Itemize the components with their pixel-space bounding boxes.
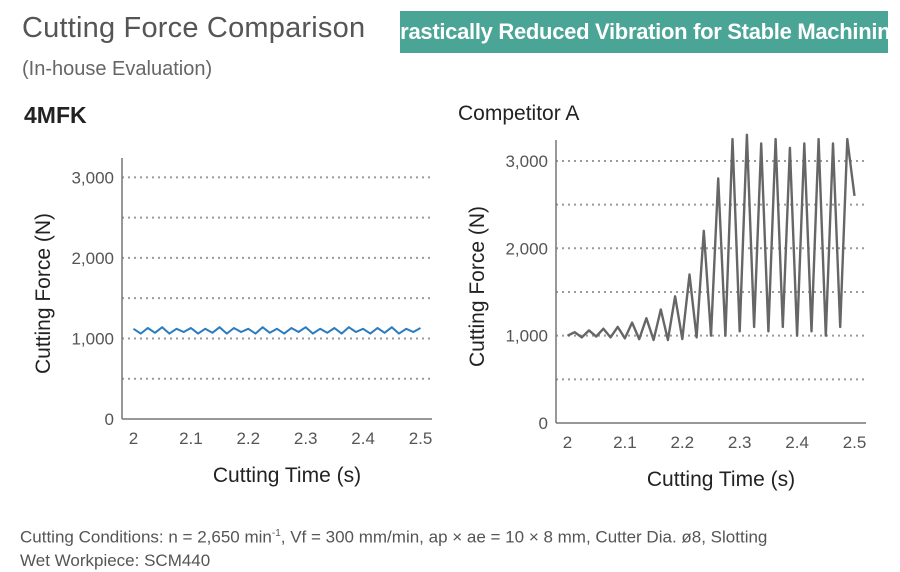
- cutting-conditions: Cutting Conditions: n = 2,650 min-1, Vf …: [20, 522, 767, 572]
- conditions-rest: , Vf = 300 mm/min, ap × ae = 10 × 8 mm, …: [280, 527, 768, 547]
- x-tick-label: 2: [563, 433, 572, 452]
- x-axis-title: Cutting Time (s): [213, 464, 361, 487]
- x-tick-label: 2.3: [294, 429, 318, 448]
- y-axis-title: Cutting Force (N): [466, 206, 489, 367]
- y-tick-label: 2,000: [505, 239, 548, 258]
- series-line-competitor-a: [566, 133, 856, 342]
- headline-banner: Drastically Reduced Vibration for Stable…: [385, 11, 900, 53]
- series-line-4mfk: [132, 326, 421, 335]
- y-axis-title: Cutting Force (N): [32, 213, 55, 374]
- cutting-conditions-line-2: Wet Workpiece: SCM440: [20, 550, 211, 570]
- y-tick-label: 2,000: [71, 249, 114, 268]
- x-tick-label: 2.4: [351, 429, 375, 448]
- x-axis-title: Cutting Time (s): [647, 468, 795, 491]
- conditions-speed: Cutting Conditions: n = 2,650 min: [20, 527, 272, 547]
- chart-title-competitor-a: Competitor A: [458, 102, 580, 125]
- conditions-speed-unit-exponent: -1: [271, 528, 281, 539]
- page-subtitle: (In-house Evaluation): [22, 58, 213, 80]
- y-tick-label: 1,000: [71, 329, 114, 348]
- x-tick-label: 2.5: [843, 433, 867, 452]
- x-tick-label: 2: [129, 429, 138, 448]
- x-tick-label: 2.5: [409, 429, 433, 448]
- x-tick-label: 2.1: [179, 429, 203, 448]
- y-tick-label: 1,000: [505, 327, 548, 346]
- x-tick-label: 2.1: [613, 433, 637, 452]
- page-title: Cutting Force Comparison: [22, 12, 366, 44]
- cutting-conditions-line-1: Cutting Conditions: n = 2,650 min-1, Vf …: [20, 522, 767, 549]
- y-tick-label: 0: [105, 410, 114, 429]
- x-tick-label: 2.3: [728, 433, 752, 452]
- x-tick-label: 2.2: [236, 429, 260, 448]
- y-tick-label: 3,000: [71, 168, 114, 187]
- x-tick-label: 2.4: [785, 433, 809, 452]
- y-tick-label: 3,000: [505, 152, 548, 171]
- y-tick-label: 0: [539, 414, 548, 433]
- x-tick-label: 2.2: [670, 433, 694, 452]
- chart-title-4mfk: 4MFK: [24, 102, 87, 128]
